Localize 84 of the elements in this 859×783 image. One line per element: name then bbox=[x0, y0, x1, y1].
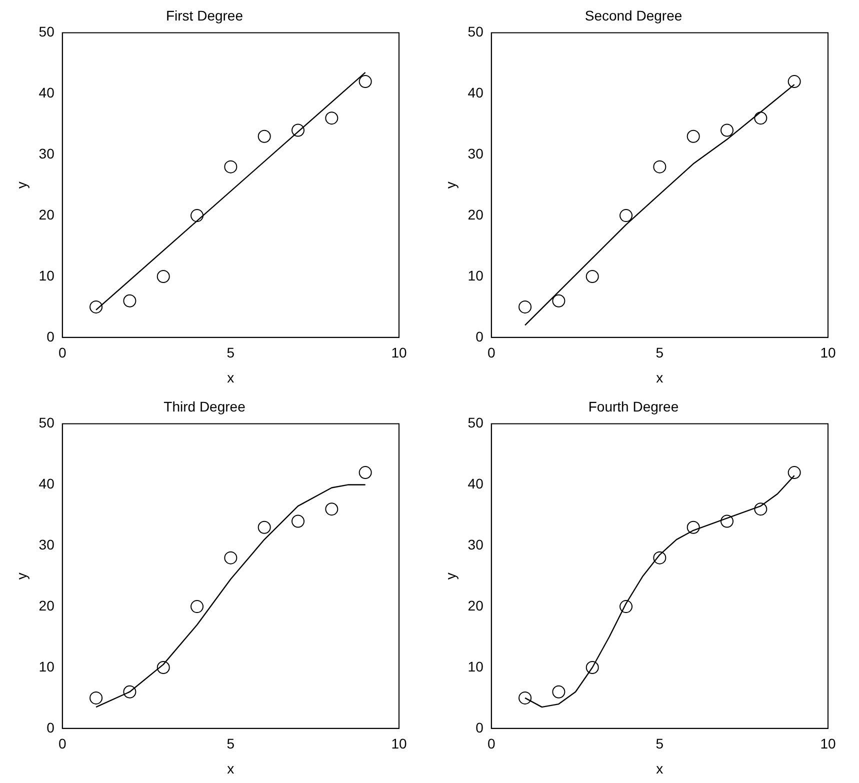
point bbox=[754, 112, 768, 125]
point bbox=[90, 300, 103, 314]
y-tick-label: 0 bbox=[46, 719, 55, 736]
point bbox=[90, 691, 103, 704]
point bbox=[518, 691, 532, 704]
point bbox=[325, 112, 338, 125]
y-tick-label: 10 bbox=[38, 267, 55, 284]
point bbox=[190, 209, 204, 222]
x-tick-label: 5 bbox=[656, 736, 664, 752]
x-tick-label: 5 bbox=[226, 736, 235, 752]
point bbox=[518, 300, 532, 314]
point bbox=[224, 160, 238, 174]
x-tick-label: 10 bbox=[391, 736, 407, 752]
point bbox=[358, 75, 372, 88]
y-tick-label: 40 bbox=[468, 84, 484, 101]
x-tick-label: 10 bbox=[391, 344, 407, 361]
y-tick-label: 50 bbox=[468, 24, 484, 40]
y-axis-title: y bbox=[13, 572, 30, 580]
chart-title: Third Degree bbox=[164, 398, 246, 414]
point bbox=[224, 551, 238, 564]
y-tick-label: 40 bbox=[468, 476, 484, 492]
x-axis-title: x bbox=[656, 760, 664, 776]
x-tick-label: 10 bbox=[820, 736, 836, 752]
y-tick-label: 10 bbox=[38, 658, 55, 674]
x-tick-label: 0 bbox=[487, 344, 496, 361]
point bbox=[620, 209, 633, 222]
y-tick-label: 50 bbox=[38, 24, 55, 40]
x-tick-label: 0 bbox=[487, 736, 496, 752]
y-axis-title: y bbox=[442, 572, 458, 580]
y-tick-label: 0 bbox=[476, 719, 484, 736]
x-tick-label: 5 bbox=[656, 344, 664, 361]
y-tick-label: 30 bbox=[38, 146, 55, 162]
point bbox=[552, 685, 566, 698]
y-tick-label: 50 bbox=[468, 414, 484, 431]
y-tick-label: 20 bbox=[38, 206, 55, 222]
point bbox=[292, 514, 305, 528]
y-tick-label: 30 bbox=[468, 536, 484, 552]
y-tick-label: 20 bbox=[468, 206, 484, 222]
point bbox=[156, 660, 170, 674]
point bbox=[586, 270, 599, 283]
x-axis-title: x bbox=[227, 369, 234, 386]
point bbox=[123, 294, 136, 308]
y-tick-label: 40 bbox=[38, 84, 55, 101]
point bbox=[754, 502, 768, 516]
y-tick-label: 50 bbox=[38, 414, 55, 431]
x-tick-label: 10 bbox=[820, 344, 836, 361]
point bbox=[123, 685, 136, 698]
x-tick-label: 5 bbox=[226, 344, 235, 361]
point bbox=[258, 130, 271, 143]
chart-title: Fourth Degree bbox=[588, 398, 679, 414]
y-tick-label: 10 bbox=[468, 658, 484, 674]
point bbox=[325, 502, 338, 516]
point bbox=[620, 600, 633, 614]
point bbox=[720, 124, 734, 137]
point bbox=[653, 160, 666, 174]
y-tick-label: 0 bbox=[476, 328, 484, 344]
point bbox=[653, 551, 666, 564]
y-tick-label: 10 bbox=[468, 267, 484, 284]
chart-title: Second Degree bbox=[584, 7, 682, 24]
y-tick-label: 0 bbox=[46, 328, 55, 344]
x-tick-label: 0 bbox=[58, 344, 66, 361]
point bbox=[156, 270, 170, 283]
y-tick-label: 20 bbox=[468, 597, 484, 614]
x-axis-title: x bbox=[656, 369, 664, 386]
y-axis-title: y bbox=[442, 182, 458, 189]
point bbox=[686, 520, 700, 534]
chart-title: First Degree bbox=[166, 7, 244, 24]
point bbox=[258, 520, 271, 534]
point bbox=[586, 660, 599, 674]
point bbox=[720, 514, 734, 528]
y-tick-label: 20 bbox=[38, 597, 55, 614]
y-axis-title: y bbox=[13, 182, 30, 189]
point bbox=[788, 75, 801, 88]
y-tick-label: 30 bbox=[468, 146, 484, 162]
point bbox=[788, 466, 801, 480]
point bbox=[552, 294, 566, 308]
x-tick-label: 0 bbox=[58, 736, 66, 752]
point bbox=[358, 466, 372, 480]
point bbox=[686, 130, 700, 143]
y-tick-label: 40 bbox=[38, 476, 55, 492]
point bbox=[190, 600, 204, 614]
y-tick-label: 30 bbox=[38, 536, 55, 552]
point bbox=[292, 124, 305, 137]
x-axis-title: x bbox=[227, 760, 234, 776]
